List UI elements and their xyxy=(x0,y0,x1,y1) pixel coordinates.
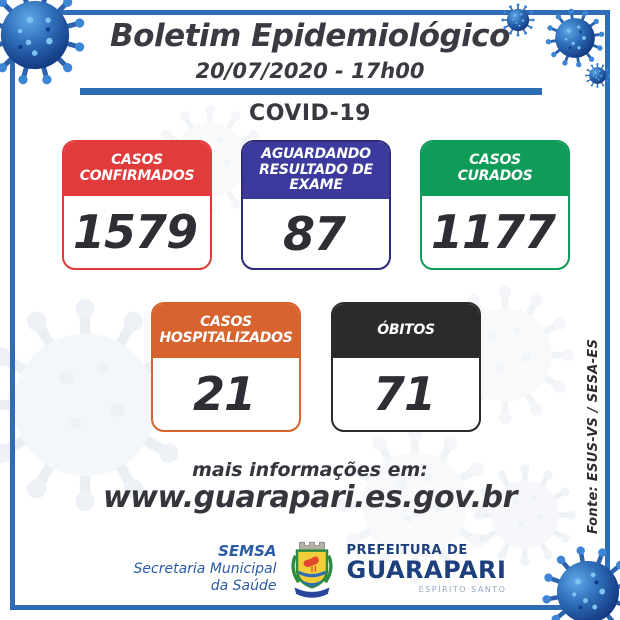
stat-card-value: 71 xyxy=(372,367,436,421)
bulletin-date: 20/07/2020 - 17h00 xyxy=(195,59,425,83)
stat-card-label: HOSPITALIZADOS xyxy=(159,330,293,346)
stat-card-value: 87 xyxy=(282,206,346,261)
stat-card-label: RESULTADO DE xyxy=(259,161,373,178)
page-title: Boletim Epidemiológico xyxy=(110,18,510,54)
stat-card-deaths: ÓBITOS 71 xyxy=(331,302,481,432)
stat-card-confirmed: CASOS CONFIRMADOS 1579 xyxy=(62,140,212,270)
footer: SEMSA Secretaria Municipal da Saúde PREF… xyxy=(10,538,620,600)
prefecture-state: ESPÍRITO SANTO xyxy=(418,584,507,594)
divider-line xyxy=(80,88,542,95)
semsa-secretariat: Secretaria Municipal xyxy=(133,560,277,577)
semsa-name: SEMSA xyxy=(218,542,277,561)
more-info-label: mais informações em: xyxy=(192,459,428,481)
stat-card-hospitalized: CASOS HOSPITALIZADOS 21 xyxy=(151,302,301,432)
guarapari-coat-of-arms xyxy=(290,541,333,598)
stat-card-label: ÓBITOS xyxy=(377,322,435,339)
stat-card-header: CASOS HOSPITALIZADOS xyxy=(153,304,299,358)
covid-subtitle: COVID-19 xyxy=(249,101,371,126)
stat-card-header: CASOS CONFIRMADOS xyxy=(64,142,210,196)
data-source-note: Fonte: ESUS-VS / SESA-ES xyxy=(586,338,601,534)
semsa-block: SEMSA Secretaria Municipal da Saúde xyxy=(134,542,277,596)
prefecture-name: GUARAPARI xyxy=(346,555,507,584)
semsa-secretariat: da Saúde xyxy=(210,578,277,595)
stat-card-label: AGUARDANDO xyxy=(261,146,371,162)
stat-card-header: AGUARDANDO RESULTADO DE EXAME xyxy=(243,142,389,200)
stat-card-value: 21 xyxy=(192,367,256,421)
stat-card-header: ÓBITOS xyxy=(333,304,479,358)
prefecture-label: PREFEITURA DE xyxy=(346,542,468,558)
website-url[interactable]: www.guarapari.es.gov.br xyxy=(103,480,517,515)
stats-row-1: CASOS CONFIRMADOS 1579 AGUARDANDO RESULT… xyxy=(6,140,620,270)
stat-card-header: CASOS CURADOS xyxy=(422,142,568,196)
stat-card-label: CASOS xyxy=(111,152,163,169)
stat-card-label: CONFIRMADOS xyxy=(79,168,195,184)
stat-card-label: CASOS xyxy=(200,314,252,331)
prefecture-block: PREFEITURA DE GUARAPARI ESPÍRITO SANTO xyxy=(347,544,507,594)
stats-row-2: CASOS HOSPITALIZADOS 21 ÓBITOS 71 xyxy=(6,302,620,432)
stat-card-label: CASOS xyxy=(469,152,521,169)
stat-card-awaiting-results: AGUARDANDO RESULTADO DE EXAME 87 xyxy=(241,140,391,270)
stat-card-value: 1177 xyxy=(430,205,556,259)
stat-card-label: CURADOS xyxy=(457,168,533,184)
stat-card-cured: CASOS CURADOS 1177 xyxy=(420,140,570,270)
stat-card-value: 1579 xyxy=(72,205,198,259)
stat-card-label: EXAME xyxy=(289,177,343,194)
